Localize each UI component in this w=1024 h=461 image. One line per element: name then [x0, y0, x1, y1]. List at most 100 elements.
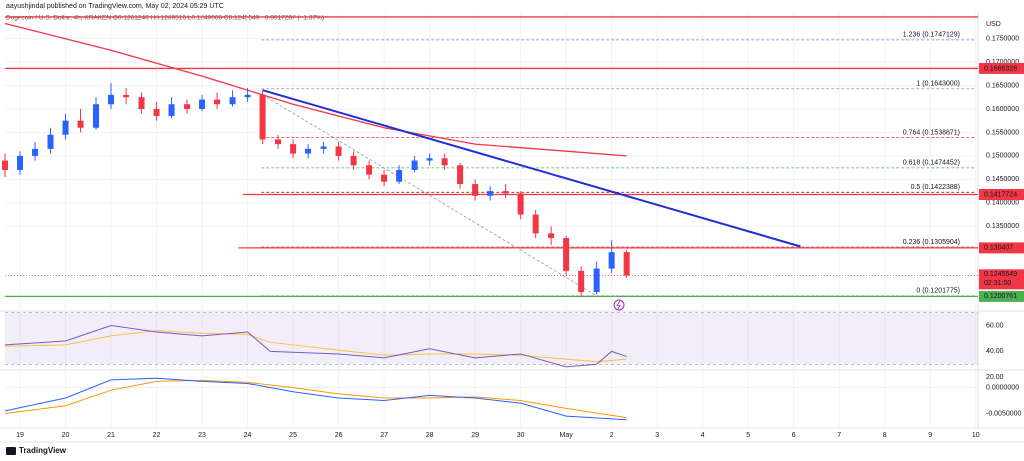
price-tag-label: 0.1686328: [984, 65, 1017, 72]
x-tick-label: 4: [701, 432, 705, 439]
candle-body: [350, 155, 357, 166]
candle-body: [396, 169, 403, 182]
candle-body: [275, 139, 282, 145]
candle-body: [138, 97, 145, 109]
rsi-ma: [4, 330, 627, 363]
x-tick-label: 22: [153, 432, 161, 439]
rsi-line: [4, 324, 627, 368]
footer-brand: TradingView: [19, 446, 67, 455]
candle-body: [214, 99, 221, 105]
candle-body: [47, 134, 54, 149]
x-tick-label: 29: [471, 432, 479, 439]
macd-line: [4, 377, 627, 421]
candle-body: [123, 94, 130, 98]
y-tick-label: 0.1600000: [986, 106, 1019, 113]
x-tick-label: 19: [16, 432, 24, 439]
y-tick-label: 0.1450000: [986, 176, 1019, 183]
price-tag: [979, 269, 1024, 290]
x-tick-label: 30: [517, 432, 525, 439]
price-tag: [979, 62, 1024, 74]
x-tick-label: 8: [883, 432, 887, 439]
candle-body: [472, 184, 479, 196]
x-tick-label: 26: [335, 432, 343, 439]
logo: [6, 447, 16, 455]
candle-body: [62, 120, 69, 135]
x-tick-label: 28: [426, 432, 434, 439]
fib-label: 0.236 (0.1305904): [903, 239, 960, 246]
candle-body: [426, 158, 433, 161]
symbol-info: Dogecoin / U.S. Dollar, 4h, KRAKEN O0.12…: [6, 15, 324, 22]
publisher: aayushjindal published on TradingView.co…: [6, 3, 224, 10]
price-tag-label: 0.1417724: [984, 191, 1017, 198]
fib-label: 0 (0.1201775): [916, 288, 960, 295]
price-tag: [979, 189, 1024, 201]
price-tag-label: 0.130407: [984, 245, 1013, 252]
macd-signal: [4, 379, 627, 419]
candle-body: [608, 252, 615, 269]
candle-body: [32, 148, 39, 156]
candle-body: [578, 270, 585, 293]
price-tag-label: 0.1200761: [984, 293, 1017, 300]
candle-body: [153, 108, 160, 116]
candle-body: [244, 94, 251, 98]
x-tick-label: 21: [107, 432, 115, 439]
macd-tick-label: 0.0000000: [986, 384, 1019, 391]
rsi-tick-label: 20.00: [986, 374, 1004, 381]
y-tick-label: 0.1350000: [986, 223, 1019, 230]
candle-body: [517, 193, 524, 215]
event-icon-bolt: [616, 300, 621, 310]
candle-body: [259, 94, 266, 140]
fib-label: 1.236 (0.1747129): [903, 32, 960, 39]
candle-body: [623, 252, 630, 276]
candle-body: [381, 174, 388, 182]
candle-body: [593, 268, 600, 293]
x-tick-label: 20: [62, 432, 70, 439]
y-tick-label: 0.1750000: [986, 35, 1019, 42]
currency: USD: [986, 21, 1001, 28]
x-tick-label: 5: [746, 432, 750, 439]
macd-tick-label: -0.0050000: [986, 410, 1022, 417]
x-tick-label: 3: [655, 432, 659, 439]
moving-average: [4, 22, 627, 157]
candle-body: [366, 165, 373, 175]
x-tick-label: 25: [289, 432, 297, 439]
candle-body: [457, 165, 464, 185]
y-tick-label: 0.1550000: [986, 129, 1019, 136]
candle-body: [335, 146, 342, 156]
y-tick-label: 0.1500000: [986, 153, 1019, 160]
candle-body: [411, 160, 418, 170]
rsi-tick-label: 60.00: [986, 322, 1004, 329]
fib-label: 0.764 (0.1538871): [903, 129, 960, 136]
rsi-tick-label: 40.00: [986, 348, 1004, 355]
trendline: [262, 89, 801, 248]
x-tick-label: 6: [792, 432, 796, 439]
y-tick-label: 0.1700000: [986, 59, 1019, 66]
x-tick-label: 7: [837, 432, 841, 439]
x-tick-label: 24: [244, 432, 252, 439]
candle-body: [441, 158, 448, 166]
candle-body: [199, 99, 206, 109]
candle-body: [168, 104, 175, 116]
candle-body: [2, 160, 8, 170]
candle-body: [305, 148, 312, 154]
x-tick-label: May: [560, 432, 574, 439]
candle-body: [17, 155, 24, 170]
candle-body: [108, 94, 115, 105]
x-tick-label: 10: [972, 432, 980, 439]
event-icon: [613, 299, 625, 311]
candle-body: [290, 144, 297, 154]
candle-body: [563, 238, 570, 271]
candle-body: [229, 97, 236, 105]
x-tick-label: 9: [928, 432, 932, 439]
x-tick-label: 2: [610, 432, 614, 439]
x-tick-label: 23: [198, 432, 206, 439]
price-tag: [979, 242, 1024, 254]
fib-label: 0.618 (0.1474452): [903, 160, 960, 167]
y-tick-label: 0.1650000: [986, 82, 1019, 89]
rsi-band: [5, 312, 978, 365]
fib-label: 1 (0.1643000): [916, 81, 960, 88]
candle-body: [532, 214, 539, 234]
y-tick-label: 0.1400000: [986, 200, 1019, 207]
